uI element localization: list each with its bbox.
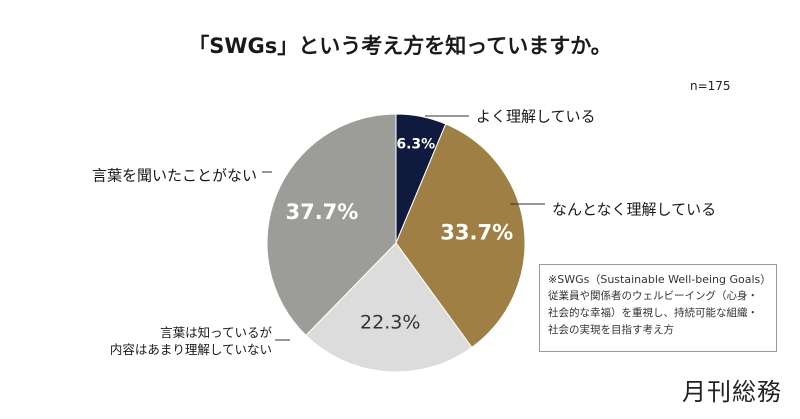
category-label: よく理解している — [476, 108, 596, 126]
sample-size: n=175 — [690, 79, 731, 93]
definition-note: ※SWGs（Sustainable Well-being Goals） 従業員や… — [539, 264, 777, 352]
note-line: 従業員や関係者のウェルビーイング（心身・ — [548, 290, 758, 302]
note-line: 社会的な幸福）を重視し、持続可能な組織・ — [548, 307, 758, 319]
note-line: 社会の実現を目指す考え方 — [548, 324, 674, 336]
brand-logo: 月刊総務 — [682, 378, 782, 406]
pie-slice — [305, 242, 473, 373]
slice-value-label: 33.7% — [440, 221, 513, 245]
chart-title: 「SWGs」という考え方を知っていますか。 — [188, 34, 612, 58]
slice-value-label: 37.7% — [285, 200, 358, 224]
slice-value-label: 22.3% — [360, 311, 420, 333]
pie-slice — [395, 123, 526, 349]
pie-slice — [266, 113, 397, 337]
category-label: なんとなく理解している — [552, 201, 716, 219]
category-label: 内容はあまり理解していない — [110, 342, 272, 357]
category-label: 言葉を聞いたことがない — [92, 167, 257, 185]
category-label: 言葉は知っているが — [160, 325, 272, 340]
note-title: ※SWGs（Sustainable Well-being Goals） — [548, 273, 772, 286]
slice-value-label: 6.3% — [396, 136, 435, 152]
